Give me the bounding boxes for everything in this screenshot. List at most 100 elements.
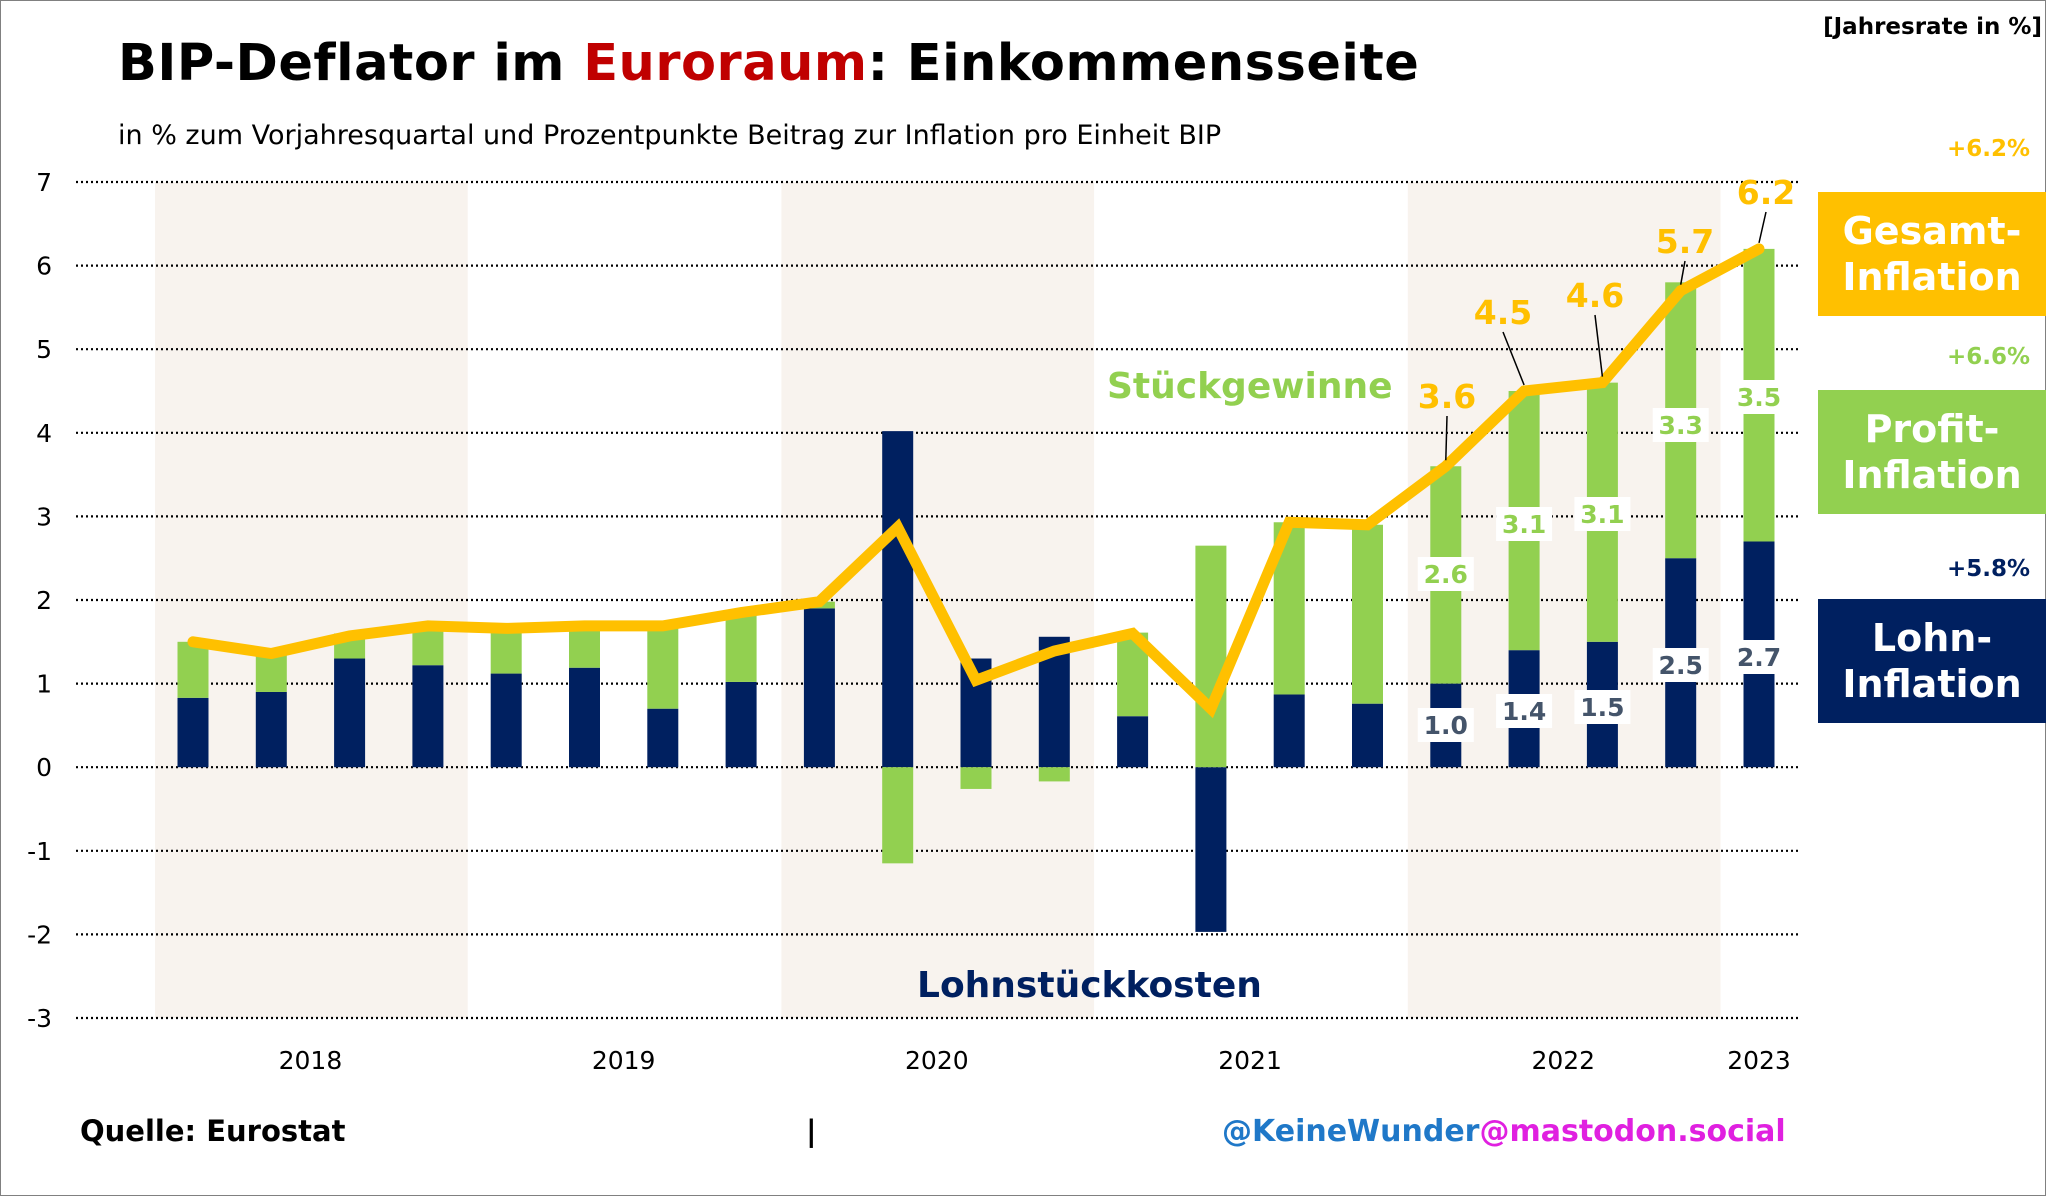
wage-bar xyxy=(882,431,914,768)
wage-bar xyxy=(1195,767,1227,932)
profit-pct: +6.6% xyxy=(1946,344,2030,370)
profit-bar xyxy=(1195,545,1227,768)
profit-bar xyxy=(647,625,679,709)
total-leader-line xyxy=(1594,314,1604,377)
lohn-inflation-box: Lohn- Inflation xyxy=(1818,599,2046,723)
y-tick-label: 0 xyxy=(36,753,52,782)
total-data-label: 5.7 xyxy=(1656,222,1714,261)
chart-title: BIP-Deflator im Euroraum: Einkommensseit… xyxy=(118,34,1419,93)
unit-note: [Jahresrate in %] xyxy=(1823,14,2042,40)
profit-data-label: 3.3 xyxy=(1659,411,1703,440)
wage-data-label: 1.5 xyxy=(1580,693,1624,722)
profit-data-label: 3.5 xyxy=(1737,383,1781,412)
total-data-label: 3.6 xyxy=(1418,377,1476,416)
y-tick-label: -3 xyxy=(27,1004,52,1033)
x-year-label: 2021 xyxy=(1218,1046,1282,1075)
total-data-label: 4.5 xyxy=(1474,293,1532,332)
y-tick-label: -2 xyxy=(27,920,52,949)
total-leader-line xyxy=(1502,331,1525,386)
x-year-label: 2020 xyxy=(905,1046,969,1075)
total-leader-line xyxy=(1445,415,1448,461)
profit-bar xyxy=(569,625,600,668)
social-handle: @KeineWunder@mastodon.social xyxy=(1222,1114,1786,1149)
wage-data-label: 1.4 xyxy=(1502,697,1546,726)
deflator-line xyxy=(187,243,1765,719)
handle-user: @KeineWunder xyxy=(1222,1114,1480,1149)
profit-bar xyxy=(490,629,522,674)
y-tick-label: 7 xyxy=(36,168,52,197)
wage-bar xyxy=(569,667,600,768)
wage-annotation: Lohnstückkosten xyxy=(917,965,1262,1006)
profit-data-label-bg xyxy=(1417,557,1474,591)
title-highlight: Euroraum xyxy=(583,34,868,93)
wage-data-label-bg xyxy=(1652,648,1709,682)
wage-bar xyxy=(1352,703,1383,768)
profit-bar xyxy=(1038,767,1070,782)
total-data-label: 6.2 xyxy=(1737,173,1795,212)
gesamt-pct: +6.2% xyxy=(1946,136,2030,162)
total-leader-line xyxy=(1679,260,1686,285)
lohn-line2: Inflation xyxy=(1842,662,2022,706)
profit-data-label-bg xyxy=(1574,497,1631,531)
y-tick-label: -1 xyxy=(27,837,52,866)
wage-data-label-bg xyxy=(1574,690,1631,724)
wage-bar xyxy=(1273,694,1305,768)
wage-bar xyxy=(490,673,522,768)
x-year-label: 2022 xyxy=(1531,1046,1595,1075)
y-tick-label: 6 xyxy=(36,252,52,281)
profit-bar xyxy=(882,767,914,864)
wage-data-label: 2.7 xyxy=(1737,643,1781,672)
gesamt-line2: Inflation xyxy=(1842,255,2022,299)
wage-data-label-bg xyxy=(1417,708,1474,742)
wage-data-label: 1.0 xyxy=(1424,711,1468,740)
title-part2: : Einkommensseite xyxy=(867,34,1420,93)
footer-separator: | xyxy=(806,1114,817,1148)
wage-bar xyxy=(177,697,209,768)
profit-line2: Inflation xyxy=(1842,453,2022,497)
profit-bar xyxy=(1352,524,1383,704)
y-tick-label: 2 xyxy=(36,586,52,615)
wage-bar xyxy=(1117,716,1149,768)
y-tick-label: 4 xyxy=(36,419,52,448)
wage-bar xyxy=(647,708,679,768)
profit-data-label: 3.1 xyxy=(1580,500,1624,529)
profit-bar xyxy=(255,654,287,692)
gesamt-inflation-box: Gesamt- Inflation xyxy=(1818,192,2046,316)
profit-data-label-bg xyxy=(1731,380,1787,414)
profit-bar xyxy=(725,612,757,682)
wage-data-label: 2.5 xyxy=(1659,651,1703,680)
chart-subtitle: in % zum Vorjahresquartal und Prozentpun… xyxy=(118,120,1222,151)
x-year-label: 2019 xyxy=(592,1046,656,1075)
total-leader-line xyxy=(1758,211,1767,244)
y-tick-label: 3 xyxy=(36,502,52,531)
profit-bar xyxy=(177,641,209,698)
handle-server: @mastodon.social xyxy=(1479,1114,1786,1149)
profit-data-label: 3.1 xyxy=(1502,510,1546,539)
title-part1: BIP-Deflator im xyxy=(118,34,584,93)
profit-data-label-bg xyxy=(1652,408,1709,442)
lohn-line1: Lohn- xyxy=(1871,616,1993,660)
wage-bar xyxy=(803,608,835,768)
profit-bar xyxy=(960,767,992,789)
total-data-label: 4.6 xyxy=(1566,276,1624,315)
wage-data-label-bg xyxy=(1496,694,1553,728)
x-year-label: 2018 xyxy=(279,1046,343,1075)
wage-bar xyxy=(725,681,757,768)
profit-data-label: 2.6 xyxy=(1424,560,1468,589)
x-year-label: 2023 xyxy=(1727,1046,1791,1075)
y-tick-label: 1 xyxy=(36,670,52,699)
gesamt-line1: Gesamt- xyxy=(1842,209,2022,253)
lohn-pct: +5.8% xyxy=(1946,556,2030,582)
wage-bar xyxy=(412,665,444,768)
profit-annotation: Stückgewinne xyxy=(1107,366,1393,407)
profit-data-label-bg xyxy=(1496,507,1553,541)
profit-inflation-box: Profit- Inflation xyxy=(1818,390,2046,514)
wage-data-label-bg xyxy=(1731,640,1787,674)
y-tick-label: 5 xyxy=(36,335,52,364)
source-note: Quelle: Eurostat xyxy=(80,1114,346,1148)
profit-line1: Profit- xyxy=(1864,407,2000,451)
wage-bar xyxy=(255,691,287,768)
wage-bar xyxy=(334,658,366,768)
